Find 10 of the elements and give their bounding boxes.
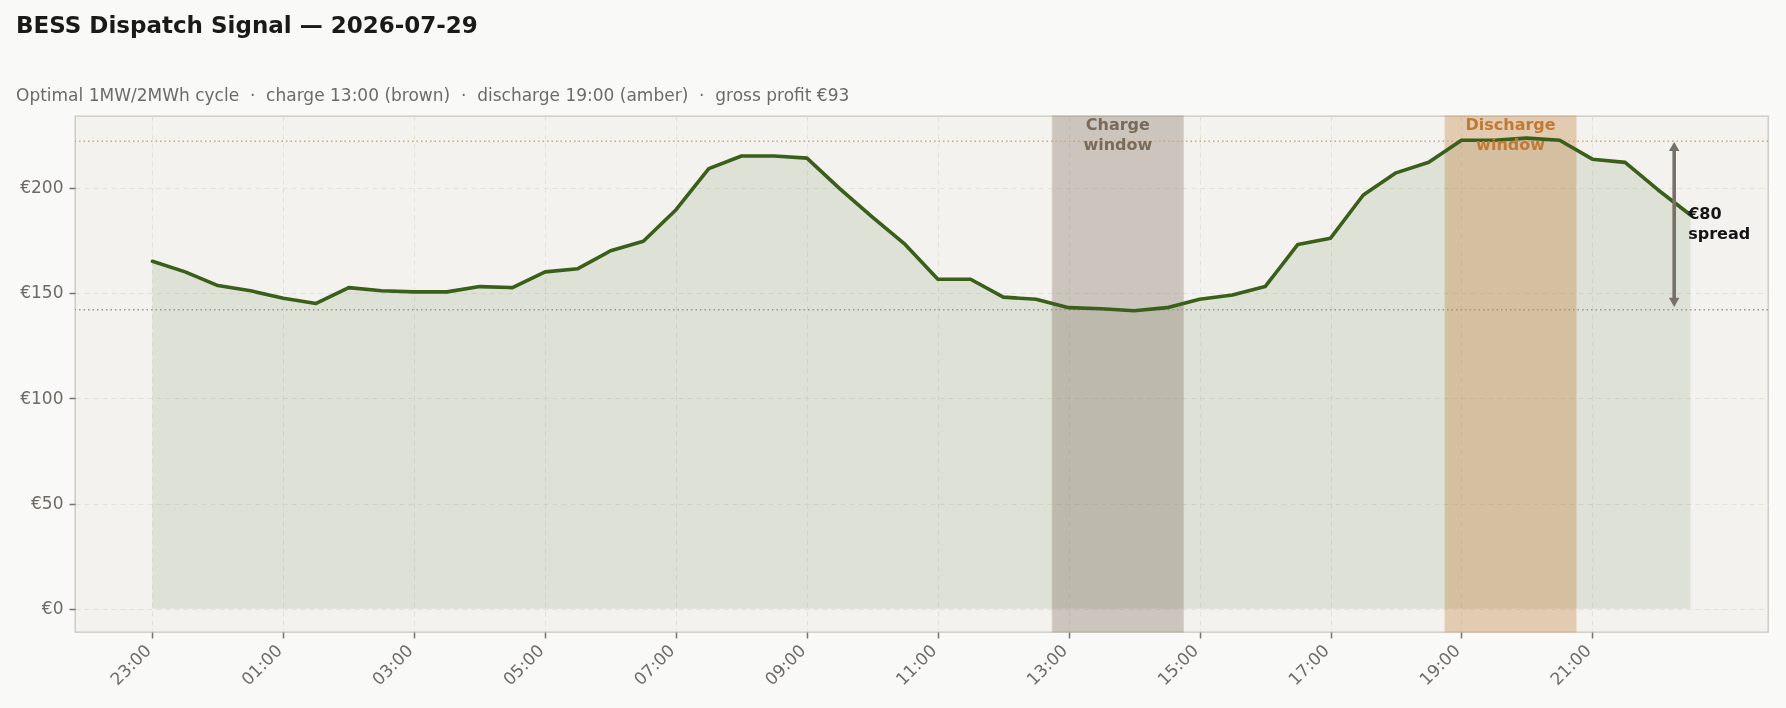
band-label: Discharge window [1465, 115, 1556, 154]
y-tick-label: €50 [31, 493, 64, 514]
band-label: Charge window [1083, 115, 1153, 154]
y-tick-label: €0 [41, 598, 64, 619]
y-tick-label: €150 [20, 282, 64, 303]
y-tick-label: €200 [20, 177, 64, 198]
chart-subtitle: Optimal 1MW/2MWh cycle · charge 13:00 (brown) · discharge 19:00 (amber) · gross profit €93 [16, 85, 850, 106]
y-tick-label: €100 [20, 387, 64, 408]
annotation: €80 spread [1687, 204, 1751, 244]
chart-title: BESS Dispatch Signal — 2026-07-29 [16, 12, 478, 39]
